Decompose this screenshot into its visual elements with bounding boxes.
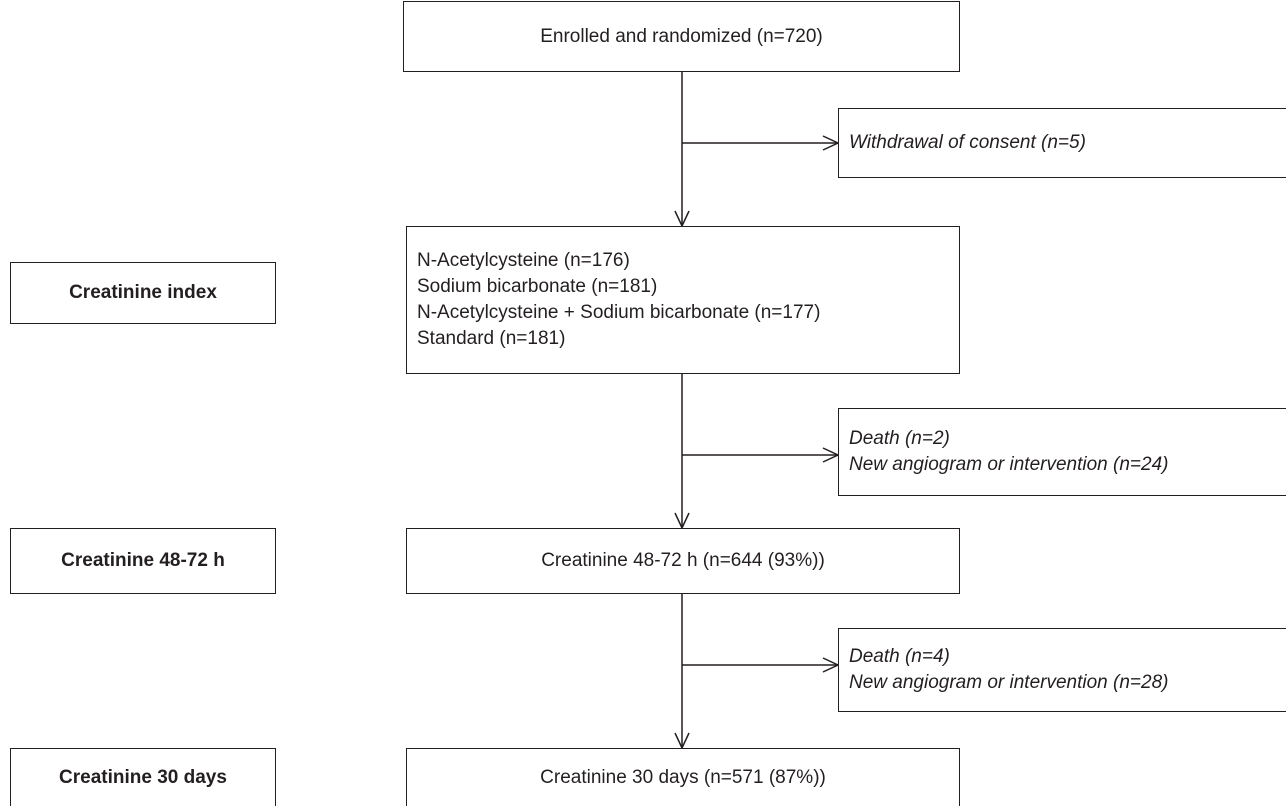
stage-label: Creatinine 30 days [59, 766, 227, 788]
box-text: Withdrawal of consent (n=5) [849, 132, 1086, 153]
box-text: Death (n=4) [849, 646, 950, 667]
exclusion-box: Withdrawal of consent (n=5) [838, 108, 1286, 178]
box-text: New angiogram or intervention (n=24) [849, 454, 1169, 475]
main-box: Enrolled and randomized (n=720) [403, 1, 960, 72]
stage-box: Creatinine index [10, 262, 276, 324]
stage-label: Creatinine 48-72 h [61, 550, 225, 571]
box-text: Sodium bicarbonate (n=181) [417, 276, 658, 297]
exclusion-box: Death (n=4) New angiogram or interventio… [838, 628, 1286, 712]
main-box: Creatinine 30 days (n=571 (87%)) [406, 748, 960, 806]
stage-box: Creatinine 48-72 h [10, 528, 276, 594]
main-box: N-Acetylcysteine (n=176) Sodium bicarbon… [406, 226, 960, 374]
box-text: N-Acetylcysteine + Sodium bicarbonate (n… [417, 302, 821, 323]
stage-label: Creatinine index [69, 282, 217, 303]
box-text: Creatinine 48-72 h (n=644 (93%)) [541, 550, 825, 571]
box-text: Creatinine 30 days (n=571 (87%)) [540, 766, 826, 788]
stage-box: Creatinine 30 days [10, 748, 276, 806]
main-box: Creatinine 48-72 h (n=644 (93%)) [406, 528, 960, 594]
box-text: Death (n=2) [849, 428, 950, 449]
box-text: Enrolled and randomized (n=720) [540, 25, 823, 47]
box-text: N-Acetylcysteine (n=176) [417, 250, 630, 271]
box-text: Standard (n=181) [417, 328, 566, 349]
box-text: New angiogram or intervention (n=28) [849, 672, 1169, 693]
exclusion-box: Death (n=2) New angiogram or interventio… [838, 408, 1286, 496]
